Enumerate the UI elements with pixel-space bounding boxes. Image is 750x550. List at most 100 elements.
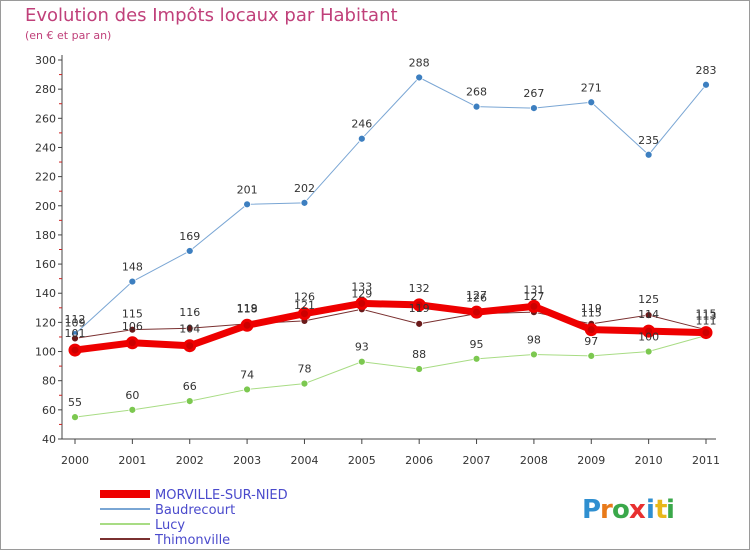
data-point-thimonville [185, 324, 194, 333]
x-tick-label: 2003 [233, 454, 261, 467]
logo-letter: P [582, 495, 601, 525]
data-point-baudrecourt [300, 198, 309, 207]
y-tick-label: 280 [35, 83, 56, 96]
x-tick-label: 2006 [405, 454, 433, 467]
logo-letter: x [629, 495, 646, 525]
data-point-lucy [587, 352, 596, 360]
legend-label-morville-sur-nied: MORVILLE-SUR-NIED [155, 488, 288, 503]
data-point-lucy [357, 357, 366, 366]
y-tick-label: 60 [42, 404, 56, 417]
data-point-lucy [644, 347, 653, 356]
x-tick-label: 2002 [176, 454, 204, 467]
y-tick-label: 180 [35, 229, 56, 242]
data-point-lucy [185, 397, 194, 406]
data-label-morville-sur-nied: 126 [294, 291, 315, 304]
data-label-lucy: 111 [696, 315, 717, 328]
logo-letter: o [612, 495, 630, 525]
data-label-baudrecourt: 268 [466, 86, 487, 99]
x-tick-label: 2009 [577, 454, 605, 467]
data-label-lucy: 95 [470, 338, 484, 351]
series-line-thimonville [74, 308, 707, 339]
data-point-morville-sur-nied [297, 307, 311, 321]
y-tick-label: 100 [35, 346, 56, 359]
legend-label-lucy: Lucy [155, 518, 185, 533]
data-label-thimonville: 126 [466, 292, 487, 305]
data-label-lucy: 66 [183, 380, 197, 393]
data-point-morville-sur-nied [527, 299, 541, 313]
y-tick-label: 240 [35, 141, 56, 154]
logo-letter: i [646, 495, 655, 525]
data-label-baudrecourt: 148 [122, 261, 143, 274]
data-label-thimonville: 116 [179, 306, 200, 319]
data-label-baudrecourt: 202 [294, 182, 315, 195]
y-tick-label: 120 [35, 316, 56, 329]
legend: MORVILLE-SUR-NIEDBaudrecourtLucyThimonvi… [100, 488, 288, 548]
x-tick-label: 2008 [520, 454, 548, 467]
data-label-morville-sur-nied: 104 [179, 323, 200, 336]
y-tick-label: 80 [42, 375, 56, 388]
x-tick-label: 2010 [635, 454, 663, 467]
x-tick-label: 2011 [692, 454, 720, 467]
data-label-morville-sur-nied: 115 [581, 307, 602, 320]
data-point-baudrecourt [185, 247, 194, 255]
data-label-morville-sur-nied: 131 [523, 283, 544, 296]
data-labels: 112 148 169 201 202 246 288 268 267 271 235 283 55 60… [65, 56, 717, 409]
data-label-thimonville: 127 [523, 290, 544, 303]
data-label-baudrecourt: 246 [351, 118, 372, 131]
data-label-baudrecourt: 288 [409, 56, 430, 69]
data-point-baudrecourt [644, 150, 653, 159]
y-tick-label: 220 [35, 171, 56, 184]
data-point-baudrecourt [357, 134, 366, 143]
data-point-baudrecourt [530, 104, 538, 113]
y-tick-label: 260 [35, 112, 56, 125]
y-tick-label: 40 [42, 433, 56, 446]
data-label-thimonville: 129 [351, 287, 372, 300]
chart-subtitle: (en € et par an) [25, 29, 112, 42]
data-label-lucy: 74 [240, 368, 254, 381]
data-label-morville-sur-nied: 106 [122, 320, 143, 333]
data-label-lucy: 55 [68, 396, 82, 409]
data-label-morville-sur-nied: 114 [638, 308, 659, 321]
logo-letter: r [600, 495, 613, 525]
data-point-morville-sur-nied [68, 343, 82, 357]
data-point-baudrecourt [128, 277, 137, 286]
data-label-thimonville: 121 [294, 299, 315, 312]
x-tick-label: 2007 [463, 454, 491, 467]
proxiti-logo: Pr o x i ti [582, 495, 675, 525]
y-tick-label: 140 [35, 287, 56, 300]
series-line-baudrecourt [74, 76, 707, 335]
data-label-lucy: 93 [355, 341, 369, 354]
data-point-morville-sur-nied [125, 336, 139, 350]
series-lines [68, 73, 713, 422]
y-tick-label: 160 [35, 258, 56, 271]
logo-letter: t [655, 495, 667, 525]
legend-label-baudrecourt: Baudrecourt [155, 503, 235, 518]
data-label-baudrecourt: 267 [523, 87, 544, 100]
data-point-morville-sur-nied [355, 296, 369, 310]
data-label-morville-sur-nied: 113 [696, 310, 717, 323]
data-point-baudrecourt [243, 200, 251, 209]
data-point-baudrecourt [415, 73, 424, 82]
data-point-morville-sur-nied [240, 318, 254, 332]
data-label-lucy: 97 [584, 335, 598, 348]
data-label-lucy: 78 [297, 363, 311, 376]
data-label-baudrecourt: 283 [696, 64, 717, 77]
data-label-lucy: 100 [638, 331, 659, 344]
axes: 40 60 80 100 120 140 160 180 200 220 240 260 280 300 2… [35, 54, 720, 467]
data-label-baudrecourt: 169 [179, 230, 200, 243]
data-label-thimonville: 115 [696, 308, 717, 321]
y-tick-label: 300 [35, 54, 56, 67]
chart-title: Evolution des Impôts locaux par Habitant [25, 5, 398, 26]
data-label-baudrecourt: 112 [65, 313, 86, 326]
data-label-lucy: 60 [125, 389, 139, 402]
data-point-morville-sur-nied [642, 324, 656, 338]
data-point-lucy [128, 405, 137, 414]
data-label-baudrecourt: 235 [638, 134, 659, 147]
data-label-morville-sur-nied: 101 [65, 327, 86, 340]
data-point-baudrecourt [702, 80, 710, 89]
legend-label-thimonville: Thimonville [154, 533, 230, 548]
data-point-baudrecourt [472, 102, 481, 111]
data-point-lucy [71, 413, 79, 422]
